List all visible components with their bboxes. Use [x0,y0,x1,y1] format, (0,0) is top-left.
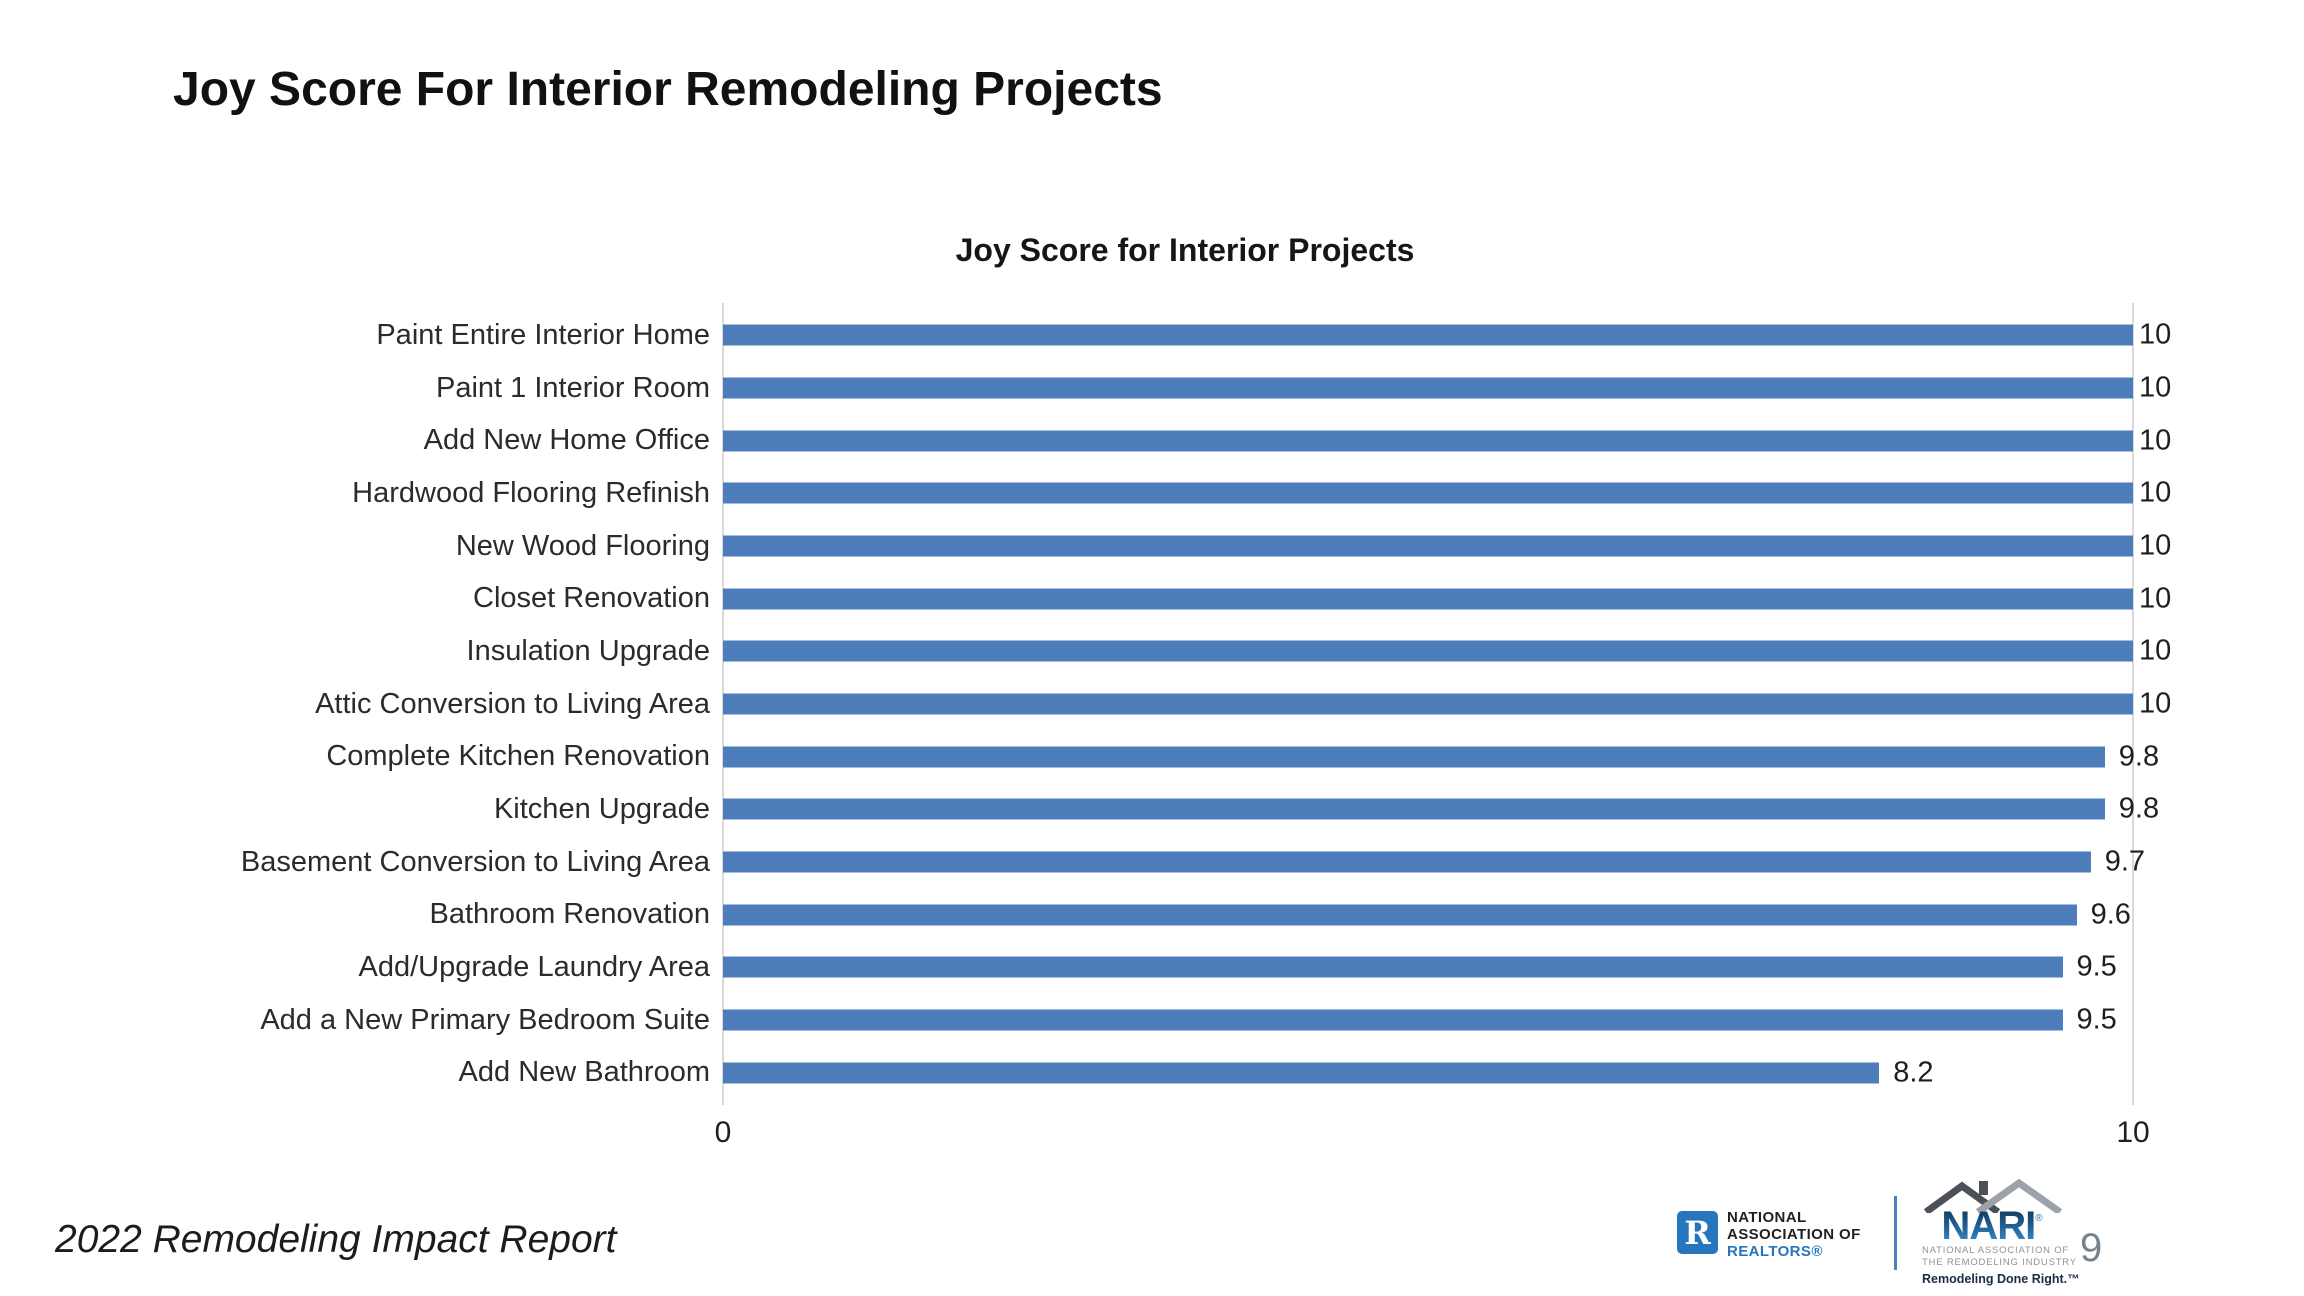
bar [723,956,2063,978]
category-label: Basement Conversion to Living Area [240,845,710,878]
bar-value-label: 9.5 [2076,950,2117,983]
category-label: Attic Conversion to Living Area [315,687,710,720]
category-label: Insulation Upgrade [466,635,710,667]
bar [723,482,2133,504]
nar-line-2: ASSOCIATION OF [1727,1226,1861,1243]
bar-row: 10 [723,467,2171,520]
bar-row: 10 [723,414,2171,467]
bar [723,1009,2063,1031]
category-label: Paint 1 Interior Room [435,371,710,404]
page-number: 9 [2080,1226,2103,1270]
bar-value-label: 10 [2139,582,2172,615]
bar [723,324,2133,346]
bar-value-label: 10 [2139,318,2172,351]
nari-roof-icon [1923,1179,2062,1213]
bar-value-label: 9.8 [2118,792,2160,825]
nari-line-1: NATIONAL ASSOCIATION OF [1922,1245,2070,1256]
category-label: Add New Home Office [423,424,710,457]
nari-logo: NARI® NATIONAL ASSOCIATION OF THE REMODE… [1922,1179,2080,1286]
bar-value-label: 9.8 [2118,740,2160,773]
category-label: New Wood Flooring [455,529,710,562]
category-label: Closet Renovation [473,582,710,615]
bar-value-label: 9.7 [2104,845,2146,878]
bar-value-label: 10 [2139,634,2172,667]
bar-value-label: 9.6 [2090,898,2131,931]
bar [723,430,2133,452]
bar [723,535,2133,557]
logo-divider [1894,1196,1897,1270]
bar-value-label: 10 [2139,424,2172,457]
category-label: Hardwood Flooring Refinish [352,477,710,509]
bar [723,851,2091,873]
category-label: Add/Upgrade Laundry Area [358,951,710,983]
x-tick-10: 10 [2116,1116,2150,1149]
nar-line-1: NATIONAL [1727,1209,1807,1226]
bar [723,640,2133,662]
bar-row: 9.5 [723,994,2133,1047]
bar-row: 9.7 [723,836,2145,889]
bar-row: 10 [723,678,2171,731]
nar-logo-icon: R [1677,1211,1718,1254]
x-tick-0: 0 [714,1116,732,1149]
nar-line-3: REALTORS® [1727,1243,1823,1260]
bar-row: 10 [723,520,2171,573]
bar-value-label: 10 [2139,687,2172,720]
bar [723,693,2133,715]
category-labels: Paint Entire Interior Home Paint 1 Interi… [60,309,710,1099]
bar-value-label: 10 [2139,476,2172,509]
bar-row: 10 [723,572,2171,625]
bar [723,798,2105,820]
bar [723,588,2133,610]
nar-r-letter: R [1684,1213,1711,1252]
bar-row: 8.2 [723,1046,2133,1099]
nari-wordmark: NARI [1941,1204,2036,1248]
nari-reg-mark: ® [2035,1213,2043,1224]
bar [723,746,2105,768]
bar-value-label: 10 [2139,529,2172,562]
chart-title: Joy Score for Interior Projects [955,232,1415,268]
bar [723,377,2133,399]
bar-row: 10 [723,625,2171,678]
bar [723,1062,1880,1084]
category-label: Add a New Primary Bedroom Suite [260,1003,710,1036]
gridline-10 [2132,303,2134,1105]
report-title: 2022 Remodeling Impact Report [55,1218,617,1261]
category-label: Kitchen Upgrade [493,793,710,825]
category-label: Paint Entire Interior Home [376,319,710,351]
category-label: Bathroom Renovation [429,898,711,931]
bar-row: 9.8 [723,783,2159,836]
nari-tagline: Remodeling Done Right.™ [1922,1272,2080,1286]
plot-area: 10 10 10 10 10 10 10 10 9.8 9.8 9.7 9.6 9.5 9.5 8.2 [722,303,2171,1105]
bar-row: 10 [723,309,2171,362]
nari-line-2: THE REMODELING INDUSTRY [1922,1257,2077,1268]
bar-row: 9.6 [723,888,2133,941]
bar-value-label: 9.5 [2076,1003,2117,1036]
bar-row: 9.5 [723,941,2133,994]
bar [723,904,2077,926]
bar-row: 9.8 [723,730,2159,783]
category-label: Complete Kitchen Renovation [326,740,710,773]
bar-value-label: 8.2 [1893,1056,1934,1089]
nar-logo-text: NATIONAL ASSOCIATION OF REALTORS® [1727,1209,1861,1260]
bar-value-label: 10 [2139,371,2172,404]
bar-row: 10 [723,362,2171,415]
category-label: Add New Bathroom [458,1056,710,1089]
page-title: Joy Score For Interior Remodeling Projec… [173,63,1163,116]
